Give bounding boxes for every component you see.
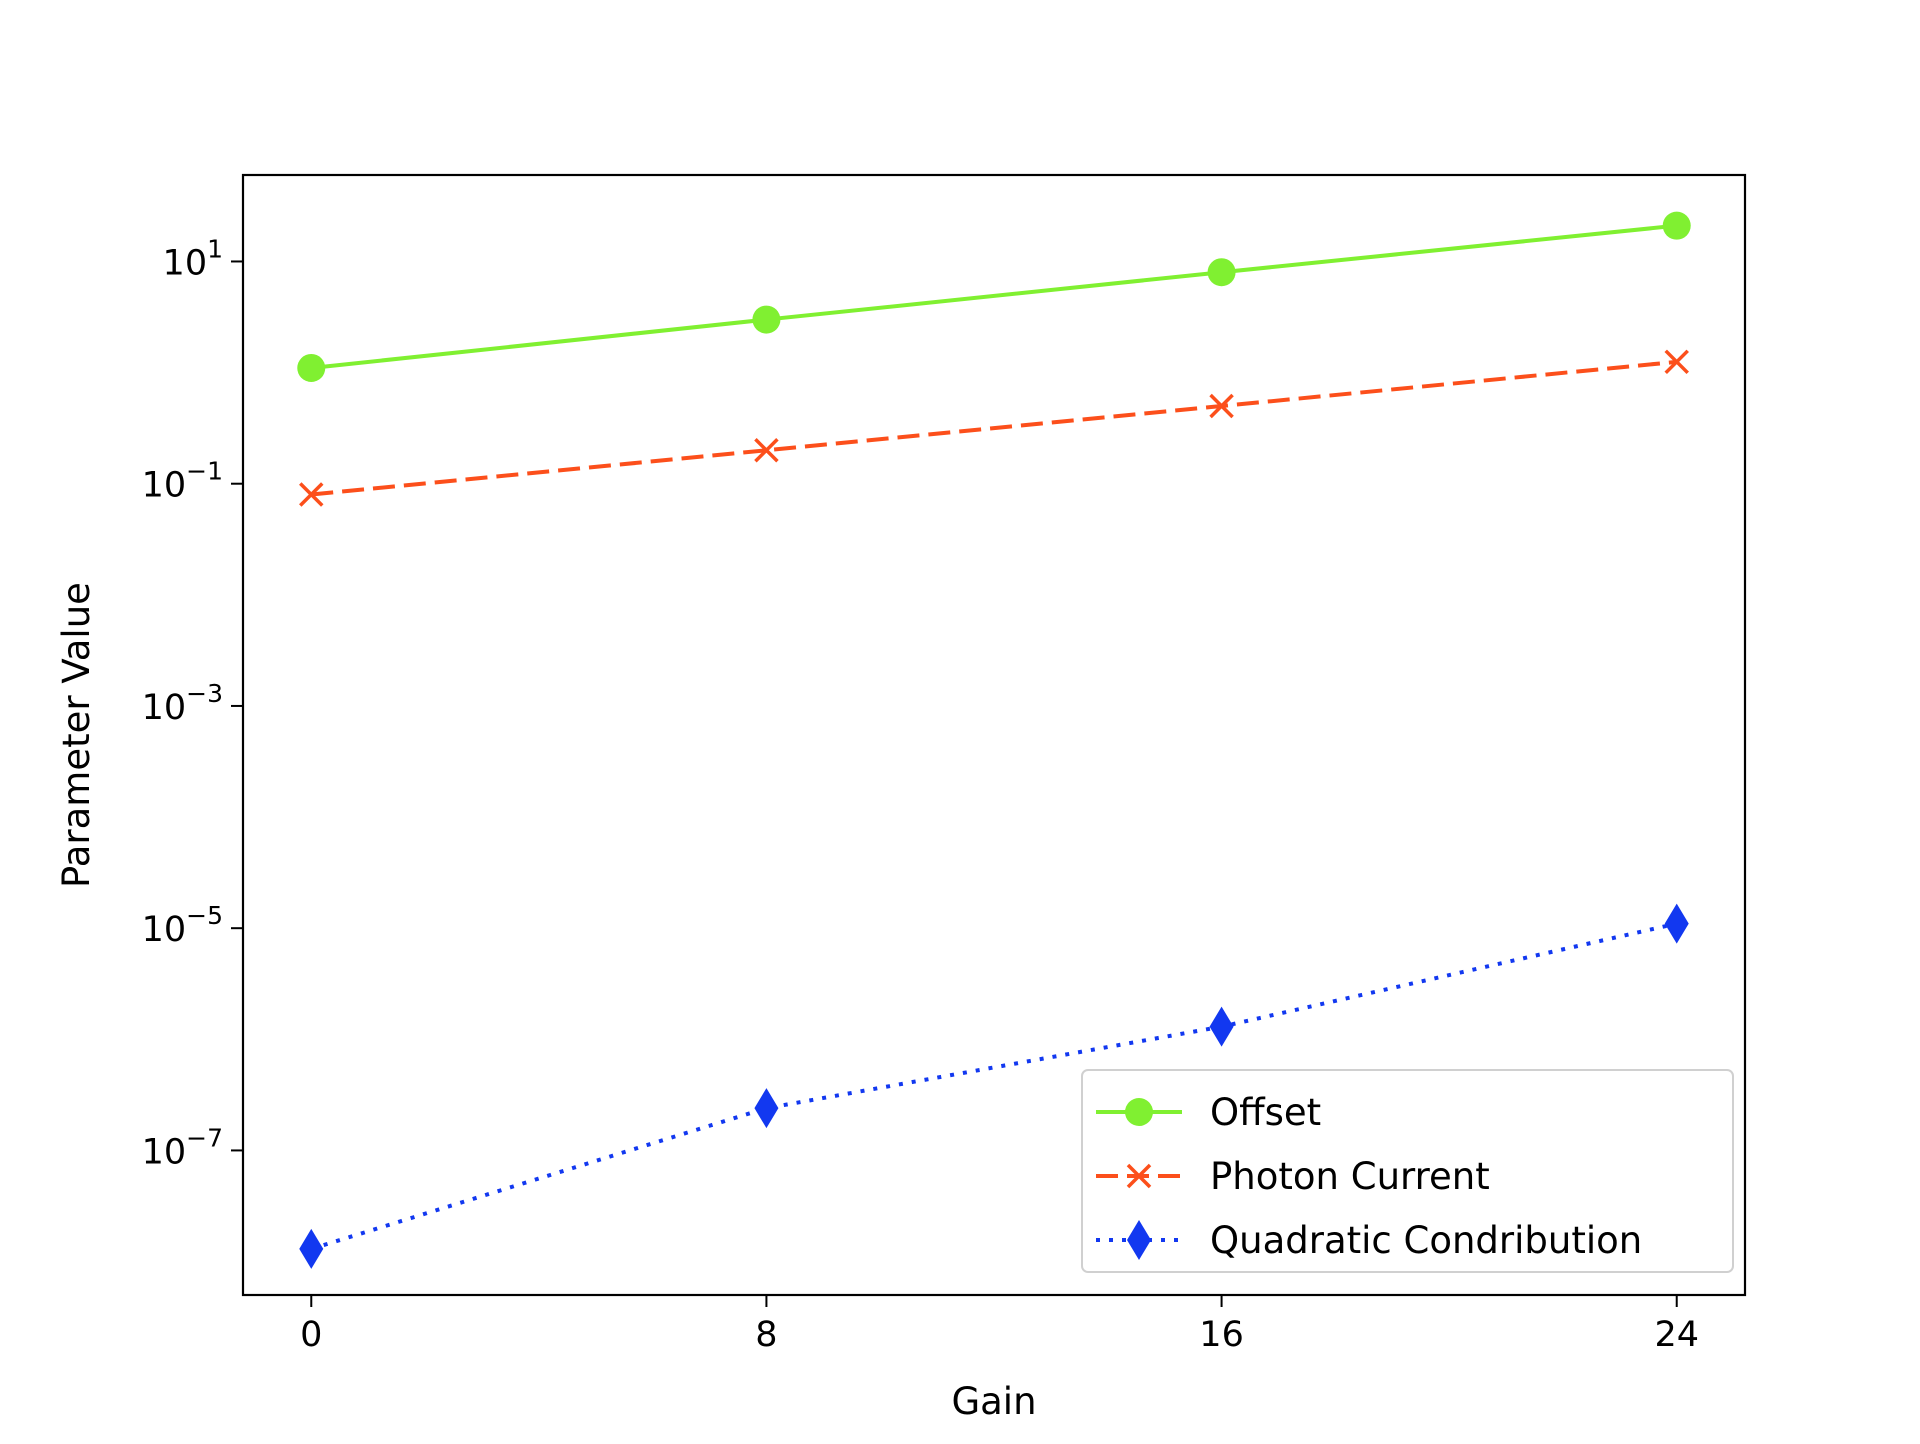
legend-label: Quadratic Condribution — [1210, 1219, 1642, 1262]
y-axis-label: Parameter Value — [55, 582, 98, 888]
x-tick-label: 16 — [1199, 1315, 1244, 1355]
x-tick-label: 0 — [300, 1315, 322, 1355]
y-tick-label: 10−5 — [142, 901, 223, 950]
legend: Offset Photon Current Quadratic Condributi… — [1081, 1069, 1734, 1273]
legend-marker — [1125, 1098, 1153, 1126]
legend-box — [1081, 1069, 1734, 1273]
y-tick-label: 101 — [163, 234, 223, 283]
data-point-2-2 — [754, 438, 779, 463]
plot-markers — [297, 211, 1691, 1269]
series-line-3 — [310, 921, 1678, 1251]
x-tick-label: 24 — [1654, 1315, 1699, 1355]
legend-marker — [1127, 1220, 1151, 1260]
data-point-1-3 — [1207, 258, 1236, 287]
legend-marker — [1126, 1163, 1152, 1189]
legend-label: Photon Current — [1210, 1155, 1490, 1198]
x-axis-ticks: 0 8 16 24 — [300, 1295, 1699, 1355]
data-point-3-2 — [754, 1088, 779, 1129]
data-point-2-4 — [1664, 349, 1689, 375]
data-point-1-1 — [297, 353, 326, 382]
data-point-1-2 — [752, 305, 781, 334]
axes-frame — [241, 173, 1747, 1297]
data-point-3-4 — [1664, 903, 1689, 944]
data-point-1-4 — [1662, 211, 1691, 240]
series-line-2 — [311, 359, 1677, 497]
y-tick-label: 10−1 — [142, 457, 223, 506]
y-tick-label: 10−3 — [142, 679, 223, 728]
plot-lines — [310, 223, 1678, 1251]
series-line-1 — [311, 223, 1677, 370]
x-tick-label: 8 — [755, 1315, 777, 1355]
data-point-2-1 — [299, 482, 324, 507]
data-point-3-3 — [1209, 1006, 1234, 1047]
data-point-3-1 — [299, 1228, 324, 1269]
y-axis-ticks: 101 10−1 10−3 10−5 10−7 — [142, 234, 243, 1172]
data-point-2-3 — [1209, 393, 1234, 419]
x-axis-label: Gain — [951, 1380, 1036, 1423]
legend-label: Offset — [1210, 1091, 1321, 1134]
y-tick-label: 10−7 — [142, 1123, 223, 1172]
